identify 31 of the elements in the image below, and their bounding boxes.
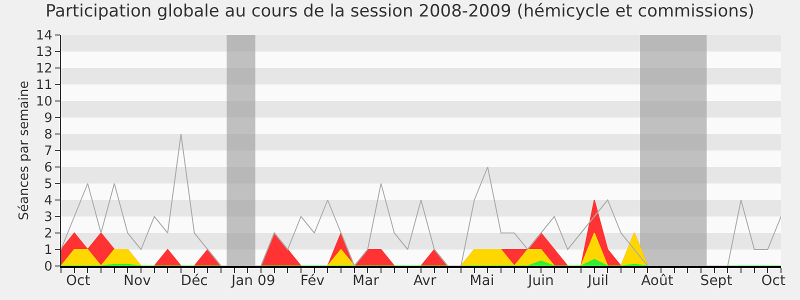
y-tick-label: 11 (36, 78, 52, 94)
y-tick-label: 9 (44, 111, 52, 126)
x-tick-label: Oct (66, 272, 91, 289)
y-tick-label: 10 (36, 94, 52, 110)
y-tick-label: 3 (44, 210, 52, 226)
y-tick-label: 8 (44, 128, 52, 143)
y-tick-label: 14 (36, 28, 52, 44)
x-tick-label: Déc (180, 272, 208, 289)
y-tick-label: 0 (44, 260, 52, 275)
y-axis-title: Séances par semaine (16, 80, 32, 220)
x-tick-label: Sept (700, 272, 733, 289)
y-tick-label: 2 (44, 226, 52, 242)
x-tick-label: Juil (586, 272, 609, 289)
x-tick-label: Juin (527, 272, 554, 289)
line-series (61, 134, 781, 266)
chart-title: Participation globale au cours de la session 2008-2009 (hémicycle et commissions) (46, 1, 754, 22)
y-tick-label: 4 (44, 194, 52, 209)
x-tick-label: Nov (124, 272, 151, 289)
x-tick-label: Mai (470, 272, 494, 289)
y-tick-label: 7 (44, 144, 52, 160)
x-tick-label: Août (641, 272, 674, 289)
y-tick-label: 6 (44, 160, 52, 176)
y-tick-label: 12 (36, 62, 52, 77)
x-tick-label: Jan 09 (230, 272, 276, 289)
x-tick-label: Oct (761, 272, 786, 289)
y-tick-label: 5 (44, 177, 52, 192)
x-tick-label: Mar (352, 272, 380, 289)
x-tick-label: Avr (413, 272, 436, 289)
y-tick-label: 13 (36, 45, 52, 60)
y-tick-label: 1 (44, 243, 52, 258)
x-tick-label: Fév (300, 272, 325, 289)
